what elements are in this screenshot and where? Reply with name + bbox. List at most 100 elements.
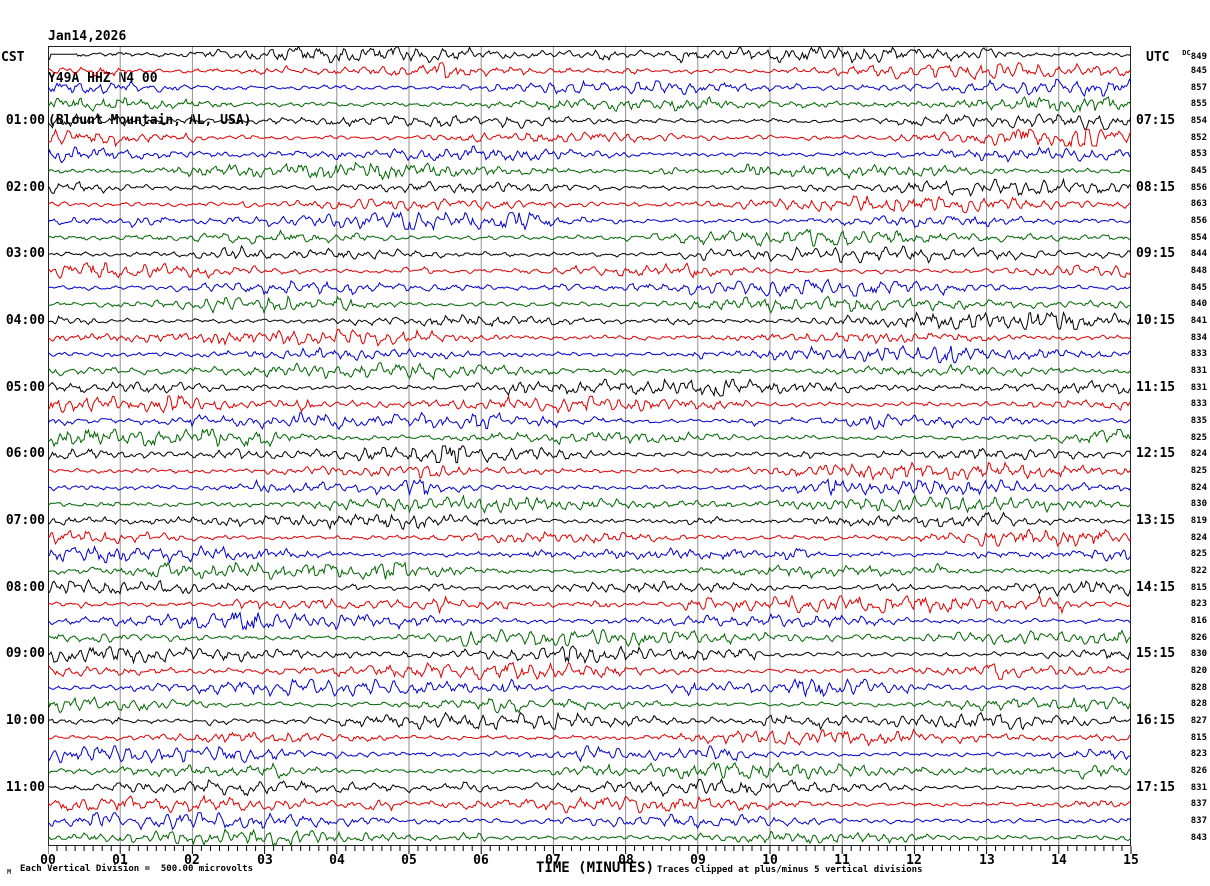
dc-offset-label: DC849 [1182,49,1207,62]
dc-offset-label: 825 [1190,466,1207,476]
x-tick-label: 14 [1051,853,1067,868]
dc-offset-label: 863 [1190,199,1207,209]
seismogram-plot [48,46,1131,846]
dc-offset-label: 845 [1190,66,1207,76]
scale-note: Each Vertical Division = 500.00 microvol… [20,864,253,874]
seismogram-trace [48,311,1131,330]
cst-hour-label: 10:00 [5,713,45,728]
dc-offset-label: 834 [1190,333,1207,343]
x-tick-label: 03 [257,853,273,868]
seismogram-trace [48,777,1131,798]
seismogram-trace [48,628,1131,647]
dc-offset-label: 815 [1190,583,1207,593]
cst-hour-label: 02:00 [5,180,45,195]
dc-offset-label: 854 [1190,233,1207,243]
seismogram-trace [48,661,1131,680]
dc-offset-label: 831 [1190,783,1207,793]
cst-hour-label: 11:00 [5,780,45,795]
dc-offset-label: 828 [1190,699,1207,709]
dc-offset-label: 816 [1190,616,1207,626]
dc-offset-label: 845 [1190,166,1207,176]
dc-offset-label: 856 [1190,183,1207,193]
dc-offset-label: 835 [1190,416,1207,426]
dc-offset-label: 831 [1190,366,1207,376]
dc-offset-label: 823 [1190,749,1207,759]
seismogram-trace [48,161,1131,181]
dc-offset-label: 820 [1190,666,1207,676]
dc-offset-label: 855 [1190,99,1207,109]
seismogram-trace [48,544,1131,565]
x-tick-label: 15 [1123,853,1139,868]
dc-offset-label: 825 [1190,549,1207,559]
seismogram-trace [48,95,1131,113]
x-tick-label: 07 [545,853,561,868]
cst-header: CST [1,50,25,65]
utc-hour-label: 17:15 [1136,780,1176,795]
cst-hour-label: 08:00 [5,580,45,595]
dc-offset-label: 844 [1190,249,1207,259]
utc-header: UTC [1146,50,1170,65]
seismogram-trace [48,511,1131,531]
dc-offset-label: 815 [1190,733,1207,743]
dc-offset-label: 848 [1190,266,1207,276]
seismogram-trace [48,177,1131,198]
seismogram-trace [48,761,1131,780]
seismogram-trace [48,461,1131,481]
dc-offset-label: 824 [1190,449,1207,459]
seismogram-trace [48,78,1131,98]
dc-offset-label: 824 [1190,533,1207,543]
dc-prefix: DC [1182,49,1191,57]
utc-hour-label: 13:15 [1136,513,1176,528]
seismogram-trace [48,561,1131,581]
dc-offset-label: 826 [1190,766,1207,776]
title-date: Jan14,2026 [48,29,127,44]
x-axis-title: TIME (MINUTES) [536,860,655,876]
seismogram-trace [48,445,1131,464]
x-tick-label: 12 [906,853,922,868]
seismogram-trace [48,794,1131,814]
seismogram-trace [48,244,1131,264]
x-tick-label: 13 [979,853,995,868]
seismogram-trace [48,594,1131,615]
seismogram-trace [48,828,1131,846]
dc-offset-label: 833 [1190,399,1207,409]
dc-offset-label: 845 [1190,283,1207,293]
dc-offset-label: 841 [1190,316,1207,326]
dc-offset-label: 825 [1190,433,1207,443]
seismogram-trace [48,294,1131,315]
seismogram-trace [48,811,1131,831]
seismogram-trace [48,62,1131,81]
dc-offset-label: 856 [1190,216,1207,226]
x-tick-label: 01 [112,853,128,868]
cst-hour-label: 07:00 [5,513,45,528]
seismogram-trace [48,394,1131,415]
seismogram-trace [48,377,1131,398]
seismogram-trace [48,46,1131,64]
seismogram-trace [48,611,1131,631]
cst-hour-label: 05:00 [5,380,45,395]
x-tick-label: 10 [762,853,778,868]
x-tick-label: 08 [618,853,634,868]
x-axis-ticks [48,846,1132,854]
seismogram-trace [48,195,1131,214]
utc-hour-label: 10:15 [1136,313,1176,328]
seismogram-trace [48,128,1131,148]
plot-title: Jan14,2026 Y49A HHZ N4 00 (Blount Mounta… [48,2,252,156]
title-location: (Blount Mountain, AL, USA) [48,113,252,128]
seismogram-trace [48,211,1131,232]
seismogram-trace [48,261,1131,280]
seismogram-trace [48,328,1131,347]
seismogram-trace [48,428,1131,448]
seismogram-trace [48,711,1131,731]
clip-note: Traces clipped at plus/minus 5 vertical … [657,865,923,875]
dc-offset-label: 857 [1190,83,1207,93]
x-tick-label: 06 [473,853,489,868]
seismogram-trace [48,477,1131,497]
dc-offset-label: 830 [1190,649,1207,659]
seismogram-trace [48,578,1131,598]
utc-hour-label: 15:15 [1136,646,1176,661]
dc-offset-label: 819 [1190,516,1207,526]
seismogram-trace [48,696,1131,714]
seismogram-trace [48,411,1131,431]
